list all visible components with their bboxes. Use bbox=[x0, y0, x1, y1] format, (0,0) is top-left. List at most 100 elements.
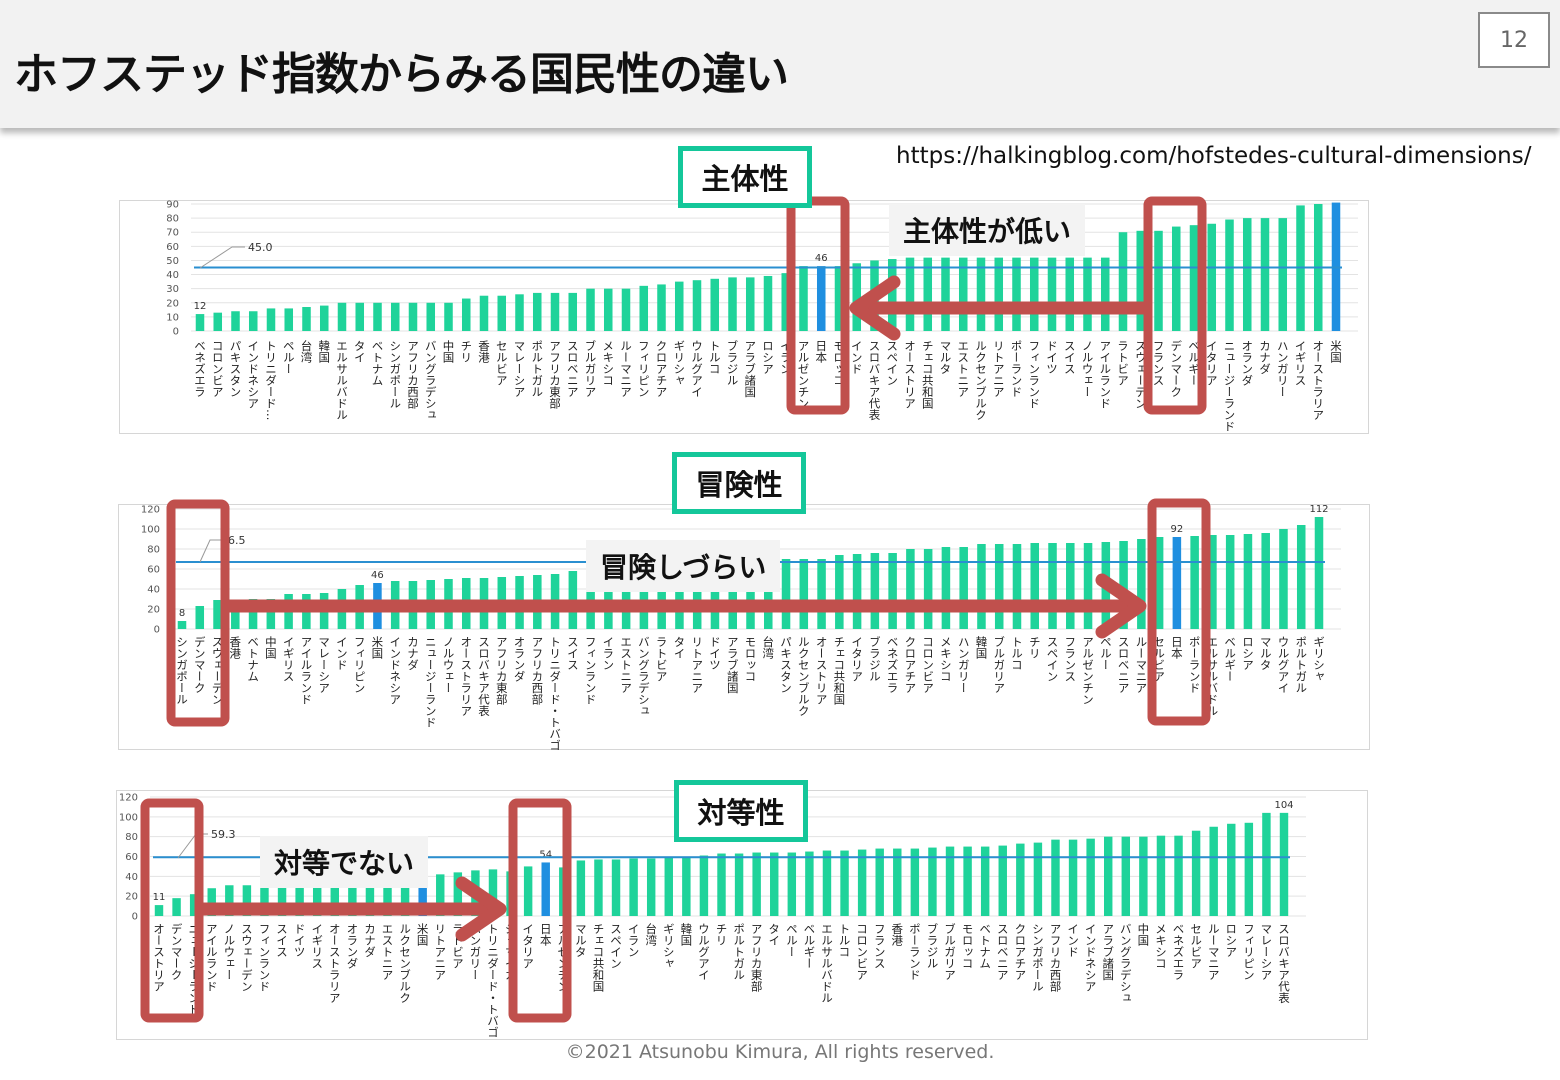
x-tick-label: 韓国 bbox=[679, 923, 693, 947]
bar bbox=[734, 853, 744, 916]
x-tick-label: ブルガリア bbox=[943, 922, 957, 980]
bar bbox=[1137, 539, 1146, 629]
x-tick-label: ベネズエラ bbox=[1172, 923, 1186, 981]
x-tick-label: スロバキア代表 bbox=[1277, 923, 1291, 1004]
bar bbox=[1118, 232, 1128, 331]
bar bbox=[906, 549, 915, 629]
bar bbox=[870, 553, 880, 629]
x-tick-label: ルーマニア bbox=[1207, 923, 1221, 981]
x-tick-label: 米国 bbox=[370, 636, 384, 660]
bar bbox=[963, 846, 972, 916]
bar bbox=[1225, 219, 1234, 331]
bar bbox=[834, 266, 844, 331]
bar bbox=[710, 564, 720, 629]
y-tick-label: 0 bbox=[132, 912, 138, 923]
data-label: 11 bbox=[153, 892, 166, 903]
y-tick-label: 20 bbox=[147, 605, 160, 616]
bar bbox=[1174, 835, 1183, 916]
x-tick-label: ノルウェー bbox=[222, 923, 236, 981]
y-tick-label: 120 bbox=[119, 793, 138, 804]
x-tick-label: デンマーク bbox=[1169, 339, 1183, 397]
highlight-box-japan bbox=[786, 196, 850, 415]
x-tick-label: シンガポール bbox=[1031, 923, 1045, 992]
y-tick-label: 10 bbox=[166, 312, 179, 323]
x-tick-label: フィンランド bbox=[257, 923, 271, 992]
x-tick-label: マルタ bbox=[1259, 636, 1273, 671]
bar bbox=[426, 302, 436, 331]
x-tick-label: デンマーク bbox=[193, 635, 207, 693]
bar bbox=[488, 869, 498, 916]
bar bbox=[840, 850, 849, 916]
x-tick-label: ウルグアイ bbox=[690, 340, 704, 398]
average-label: 6.5 bbox=[228, 534, 246, 547]
bar bbox=[977, 544, 986, 629]
highlight-box-japan-2 bbox=[1147, 498, 1211, 726]
x-tick-label: オーストラリア bbox=[459, 636, 473, 717]
bar bbox=[277, 882, 287, 916]
bar bbox=[1242, 218, 1252, 331]
bar bbox=[295, 881, 304, 916]
x-tick-label: ウルグアイ bbox=[1276, 636, 1290, 694]
x-tick-label: 韓国 bbox=[317, 340, 331, 364]
bar bbox=[550, 292, 560, 331]
x-tick-label: アラブ諸国 bbox=[1101, 923, 1115, 981]
highlight-box-austria bbox=[140, 798, 204, 1023]
callout-not-equal: 対等でない bbox=[260, 836, 429, 888]
bar bbox=[1154, 537, 1164, 629]
x-tick-label: トリニダード… bbox=[264, 340, 278, 421]
x-tick-label: ブラジル bbox=[925, 922, 939, 969]
x-tick-label: ベネズエラ bbox=[193, 340, 207, 398]
x-tick-label: アルゼンチン bbox=[797, 340, 811, 409]
x-tick-label: フランス bbox=[1152, 340, 1166, 386]
bar bbox=[266, 308, 276, 331]
x-tick-label: ベトナム bbox=[371, 340, 385, 386]
y-tick-label: 0 bbox=[154, 625, 160, 636]
y-tick-label: 20 bbox=[125, 892, 138, 903]
bar bbox=[1261, 533, 1270, 629]
x-tick-label: アフリカ西部 bbox=[406, 340, 420, 409]
bar bbox=[621, 288, 631, 331]
bar bbox=[1279, 812, 1289, 916]
x-tick-label: インド bbox=[335, 636, 349, 671]
x-tick-label: ポルトガル bbox=[1294, 636, 1308, 694]
x-tick-label: ブルガリア bbox=[584, 339, 598, 397]
x-tick-label: ハンガリー bbox=[957, 636, 971, 694]
highlight-box-japan-3 bbox=[508, 798, 572, 1023]
x-tick-label: イタリア bbox=[850, 636, 864, 682]
data-label: 46 bbox=[815, 253, 828, 264]
average-label: 45.0 bbox=[248, 241, 273, 254]
x-tick-label: コロンビア bbox=[211, 340, 225, 398]
x-tick-label: ベネズエラ bbox=[886, 636, 900, 694]
x-tick-label: エルサルバドル bbox=[820, 923, 834, 1004]
y-tick-label: 60 bbox=[166, 242, 179, 253]
x-tick-label: スペイン bbox=[609, 923, 623, 969]
bar bbox=[763, 275, 773, 331]
y-tick-label: 80 bbox=[125, 832, 138, 843]
bar bbox=[248, 311, 258, 331]
x-tick-label: クロアチア bbox=[903, 636, 917, 694]
bar bbox=[639, 569, 649, 629]
bar bbox=[260, 883, 269, 916]
y-tick-label: 60 bbox=[147, 565, 160, 576]
source-url[interactable]: https://halkingblog.com/hofstedes-cultur… bbox=[896, 143, 1532, 169]
bar bbox=[1262, 812, 1271, 916]
bar bbox=[1066, 543, 1075, 629]
x-tick-label: ポーランド bbox=[908, 923, 922, 981]
x-tick-label: アフリカ西部 bbox=[1048, 923, 1062, 992]
x-tick-label: カナダ bbox=[1258, 340, 1272, 375]
bar bbox=[1244, 822, 1254, 916]
x-tick-label: ドイツ bbox=[293, 923, 307, 958]
bar bbox=[664, 856, 673, 916]
x-tick-label: インドネシア bbox=[1084, 923, 1098, 992]
bar bbox=[319, 305, 329, 331]
x-tick-label: スロベニア bbox=[996, 923, 1010, 981]
arrow-right-head bbox=[1095, 573, 1147, 639]
x-tick-label: ベルギー bbox=[802, 923, 816, 969]
x-tick-label: ラトビア bbox=[655, 636, 669, 682]
y-tick-label: 40 bbox=[166, 270, 179, 281]
bar bbox=[764, 560, 773, 629]
bar bbox=[479, 295, 489, 331]
bar bbox=[365, 877, 375, 916]
bar bbox=[189, 894, 199, 916]
x-tick-label: チリ bbox=[459, 340, 473, 363]
